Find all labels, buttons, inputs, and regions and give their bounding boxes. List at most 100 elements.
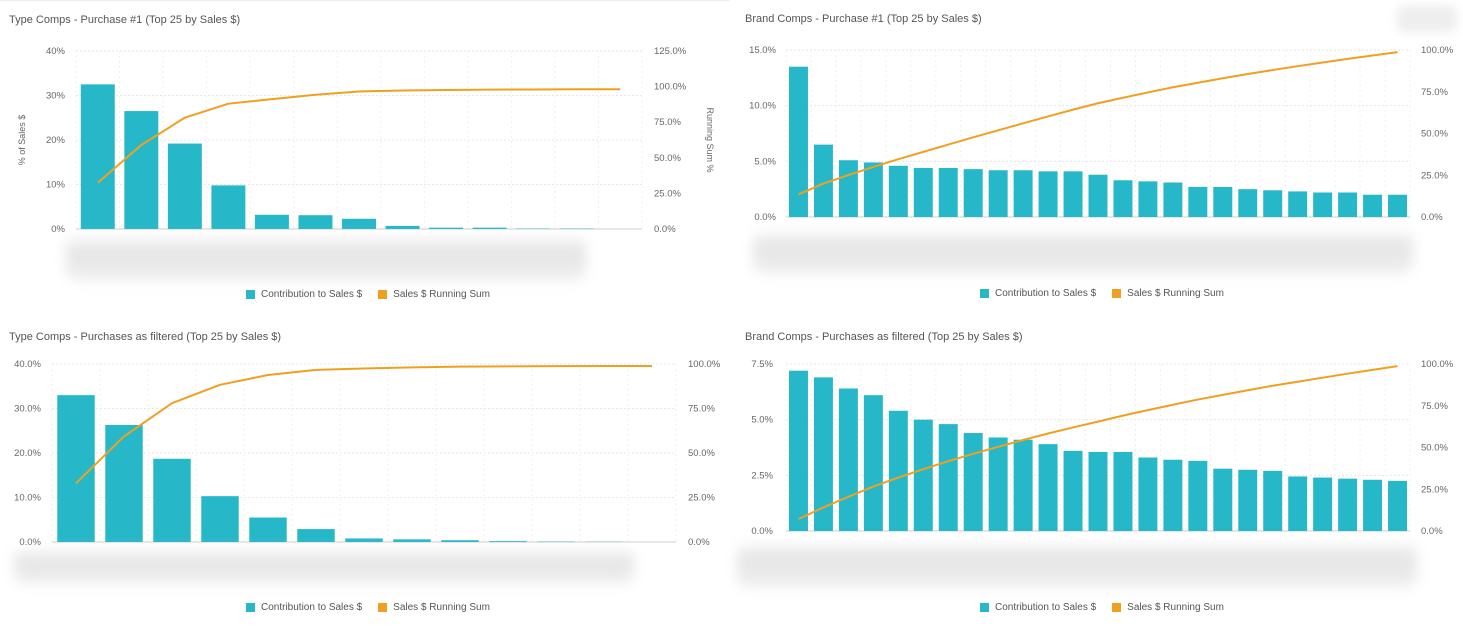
bar[interactable] xyxy=(963,433,983,531)
bar[interactable] xyxy=(385,225,420,229)
bar[interactable] xyxy=(472,227,507,229)
bar[interactable] xyxy=(1138,181,1158,217)
legend-item-bar[interactable]: Contribution to Sales $ xyxy=(980,602,1096,613)
bar[interactable] xyxy=(1038,171,1058,217)
y-axis-title: % of Sales $ xyxy=(17,115,27,166)
bar[interactable] xyxy=(1338,478,1358,531)
blurred-category-labels xyxy=(66,233,586,281)
legend-label: Contribution to Sales $ xyxy=(261,289,363,300)
bar[interactable] xyxy=(1313,477,1333,531)
bar[interactable] xyxy=(838,388,858,531)
bar[interactable] xyxy=(1388,480,1408,531)
y-tick-label: 0.0% xyxy=(754,212,776,223)
bar[interactable] xyxy=(1238,469,1258,531)
bar[interactable] xyxy=(863,395,883,531)
bar[interactable] xyxy=(254,214,289,229)
legend-item-bar[interactable]: Contribution to Sales $ xyxy=(980,288,1096,299)
bar[interactable] xyxy=(1013,170,1033,217)
bar[interactable] xyxy=(888,165,908,217)
bar[interactable] xyxy=(1363,194,1383,217)
bar[interactable] xyxy=(298,215,333,229)
y2-tick-label: 25.0% xyxy=(1421,170,1448,181)
y-tick-label: 40.0% xyxy=(14,359,41,370)
bar[interactable] xyxy=(838,160,858,217)
bar[interactable] xyxy=(345,538,383,542)
legend-item-line[interactable]: Sales $ Running Sum xyxy=(1112,602,1224,613)
running-sum-line[interactable] xyxy=(97,88,621,184)
bar[interactable] xyxy=(1063,171,1083,217)
bar-swatch-icon xyxy=(246,603,255,612)
bar[interactable] xyxy=(913,419,933,531)
y-tick-label: 0.0% xyxy=(751,526,773,537)
y-tick-label: 30% xyxy=(46,91,66,102)
bar[interactable] xyxy=(1288,476,1308,531)
legend-label: Sales $ Running Sum xyxy=(1127,288,1224,299)
bar[interactable] xyxy=(201,496,239,542)
bar[interactable] xyxy=(211,185,246,229)
bar[interactable] xyxy=(167,143,202,229)
bar[interactable] xyxy=(1163,182,1183,217)
bar[interactable] xyxy=(813,144,833,217)
bar[interactable] xyxy=(1188,186,1208,217)
bar[interactable] xyxy=(1188,460,1208,531)
legend-item-bar[interactable]: Contribution to Sales $ xyxy=(246,602,362,613)
bar[interactable] xyxy=(1363,479,1383,531)
y-tick-label: 15.0% xyxy=(749,45,776,56)
bar[interactable] xyxy=(1263,190,1283,217)
bar[interactable] xyxy=(57,395,95,542)
y2-tick-label: 100.0% xyxy=(1421,45,1454,56)
bar[interactable] xyxy=(863,162,883,217)
line-swatch-icon xyxy=(378,290,388,299)
bar[interactable] xyxy=(1313,192,1333,217)
bar[interactable] xyxy=(249,517,287,542)
bar[interactable] xyxy=(489,541,527,542)
bar[interactable] xyxy=(124,111,159,229)
running-sum-line[interactable] xyxy=(75,364,652,484)
bar[interactable] xyxy=(80,84,115,229)
bar[interactable] xyxy=(788,370,808,531)
bar[interactable] xyxy=(1063,450,1083,531)
legend-item-line[interactable]: Sales $ Running Sum xyxy=(1112,288,1224,299)
bar[interactable] xyxy=(1213,186,1233,217)
bar[interactable] xyxy=(938,424,958,531)
chart-legend: Contribution to Sales $ Sales $ Running … xyxy=(246,289,506,300)
legend-item-bar[interactable]: Contribution to Sales $ xyxy=(246,289,362,300)
bar[interactable] xyxy=(393,539,431,542)
legend-item-line[interactable]: Sales $ Running Sum xyxy=(378,289,490,300)
running-sum-line[interactable] xyxy=(798,365,1398,520)
bar[interactable] xyxy=(888,410,908,531)
bar[interactable] xyxy=(1088,174,1108,217)
bar[interactable] xyxy=(1163,459,1183,531)
bar[interactable] xyxy=(153,458,191,542)
bar[interactable] xyxy=(1338,192,1358,217)
bar[interactable] xyxy=(1388,194,1408,217)
legend-label: Sales $ Running Sum xyxy=(393,602,490,613)
bar[interactable] xyxy=(938,168,958,217)
bar[interactable] xyxy=(441,540,479,542)
bar[interactable] xyxy=(913,168,933,217)
bar[interactable] xyxy=(1138,457,1158,531)
bar[interactable] xyxy=(1238,189,1258,217)
bar[interactable] xyxy=(1013,439,1033,531)
bar[interactable] xyxy=(1263,470,1283,531)
bar[interactable] xyxy=(988,437,1008,531)
bar[interactable] xyxy=(988,170,1008,217)
bar[interactable] xyxy=(297,529,335,542)
legend-item-line[interactable]: Sales $ Running Sum xyxy=(378,602,490,613)
chart-legend: Contribution to Sales $ Sales $ Running … xyxy=(980,602,1240,613)
bar[interactable] xyxy=(342,218,376,229)
bar[interactable] xyxy=(1113,180,1133,217)
y2-tick-label: 0.0% xyxy=(1421,212,1443,223)
bar[interactable] xyxy=(813,377,833,531)
bar[interactable] xyxy=(1288,191,1308,217)
bar[interactable] xyxy=(1113,451,1133,531)
bar[interactable] xyxy=(1088,451,1108,531)
running-sum-line[interactable] xyxy=(798,51,1398,196)
bar[interactable] xyxy=(1213,468,1233,531)
bar[interactable] xyxy=(788,66,808,217)
bar[interactable] xyxy=(963,169,983,217)
bar[interactable] xyxy=(1038,444,1058,531)
bar[interactable] xyxy=(429,227,464,229)
bar[interactable] xyxy=(105,424,143,542)
chart-panel-type-comps-purchase-1: Type Comps - Purchase #1 (Top 25 by Sale… xyxy=(0,0,730,314)
